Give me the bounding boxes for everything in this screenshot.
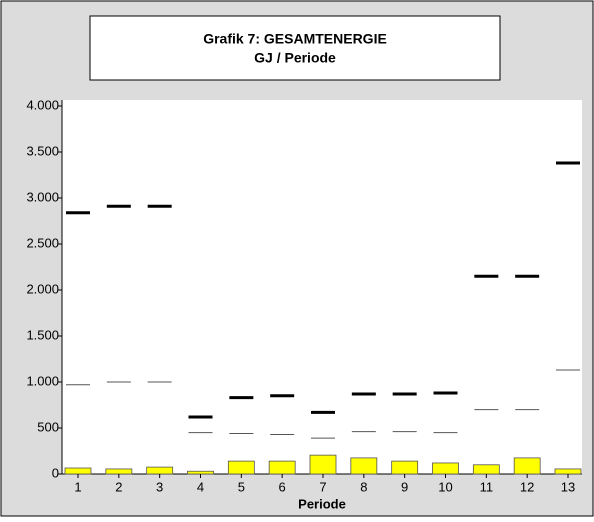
x-tick-label: 7	[319, 479, 326, 494]
x-tick-label: 12	[520, 479, 534, 494]
y-tick-label: 2.000	[26, 281, 59, 296]
x-tick-label: 4	[197, 479, 204, 494]
bar	[350, 457, 378, 475]
bar	[554, 468, 582, 475]
bar	[187, 470, 214, 475]
bar	[432, 462, 459, 475]
y-tick-label: 3.500	[26, 143, 59, 158]
x-tick-label: 10	[438, 479, 452, 494]
y-tick-label: 1.500	[26, 327, 59, 342]
x-tick-label: 8	[360, 479, 367, 494]
x-tick-label: 1	[74, 479, 81, 494]
bar	[227, 460, 255, 475]
x-tick-label: 6	[279, 479, 286, 494]
x-tick-label: 13	[561, 479, 575, 494]
y-tick-label: 500	[37, 419, 59, 434]
plot-area	[62, 100, 582, 474]
x-tick-label: 2	[115, 479, 122, 494]
bar	[309, 454, 337, 475]
x-axis-label: Periode	[298, 496, 346, 511]
x-tick-label: 5	[238, 479, 245, 494]
x-tick-label: 11	[480, 479, 494, 494]
bar	[513, 457, 541, 475]
y-tick-label: 4.000	[26, 97, 59, 112]
y-tick-label: 3.000	[26, 189, 59, 204]
bar	[472, 464, 500, 475]
title-box	[89, 15, 501, 81]
y-tick-label: 2.500	[26, 235, 59, 250]
bar	[64, 467, 92, 475]
bar	[105, 468, 133, 475]
y-tick-label: 0	[52, 465, 59, 480]
chart-subtitle: GJ / Periode	[254, 50, 336, 66]
x-tick-label: 9	[401, 479, 408, 494]
x-tick-label: 3	[156, 479, 163, 494]
chart-title: Grafik 7: GESAMTENERGIE	[203, 31, 387, 47]
bar	[146, 466, 174, 475]
bar	[268, 460, 296, 475]
y-tick-label: 1.000	[26, 373, 59, 388]
bar	[391, 460, 419, 475]
